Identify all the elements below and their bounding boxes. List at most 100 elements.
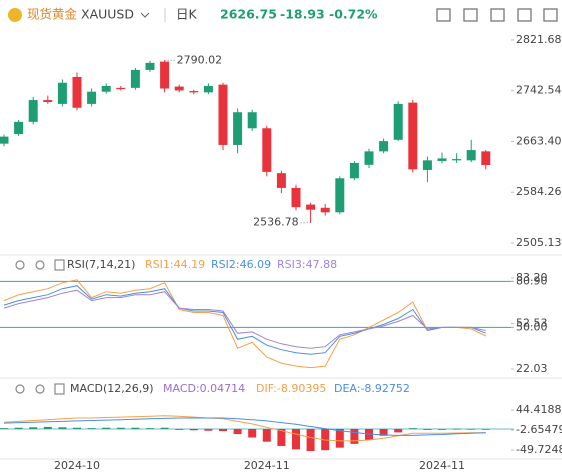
- tool-icon[interactable]: [543, 8, 558, 22]
- gear-icon[interactable]: [35, 384, 45, 394]
- candle-body: [422, 160, 432, 170]
- low-label: 2536.78: [253, 216, 299, 229]
- line: [3, 417, 486, 436]
- histogram-bar: [306, 429, 315, 452]
- candle-body: [379, 141, 389, 152]
- histogram-bar: [14, 427, 23, 429]
- tool-icon[interactable]: [517, 8, 532, 22]
- histogram-bar: [335, 429, 344, 448]
- name[interactable]: 现货黄金: [27, 7, 78, 22]
- histogram-bar: [248, 429, 257, 438]
- candle-body: [437, 158, 447, 161]
- histogram-bar: [467, 428, 476, 430]
- candle-body: [262, 128, 272, 172]
- dropdown[interactable]: [140, 12, 150, 18]
- symbol[interactable]: XAUUSD: [81, 7, 134, 22]
- candle-body: [233, 112, 243, 145]
- y-tick-label: 50.00: [516, 320, 548, 333]
- candle-body: [130, 69, 140, 88]
- histogram-bar: [219, 429, 227, 432]
- y-tick-label: 2821.68: [516, 33, 562, 46]
- candle-body: [452, 159, 462, 161]
- line: [3, 279, 487, 369]
- gear-icon[interactable]: [35, 260, 45, 270]
- histogram-bar: [131, 427, 140, 429]
- candle-body: [291, 187, 301, 208]
- histogram-bar: [481, 428, 490, 430]
- tool-icon[interactable]: [490, 8, 505, 22]
- x-tick-label: 2024-11: [419, 459, 465, 472]
- legend-entry: MACD:0.04714: [163, 382, 245, 395]
- y-tick-label: 2584.26: [516, 185, 562, 198]
- candle-body: [160, 61, 170, 89]
- candle-body: [43, 100, 53, 102]
- tool-icon[interactable]: [463, 8, 478, 22]
- line: [3, 285, 486, 355]
- candle-body: [349, 162, 359, 179]
- change-pct: -0.72%: [329, 7, 378, 22]
- y-tick-label: -2.65479: [516, 423, 562, 436]
- period[interactable]: 日K: [176, 7, 198, 22]
- candle-body: [72, 76, 82, 108]
- y-tick-label: 80.90: [516, 274, 548, 287]
- histogram-bar: [43, 426, 52, 429]
- legend-entry: RSI3:47.88: [277, 258, 337, 271]
- legend-entry: DEA:-8.92752: [334, 382, 410, 395]
- rsi-title: RSI(7,14,21): [67, 258, 135, 271]
- histogram-bar: [350, 429, 359, 444]
- legend-entry: RSI1:44.19: [145, 258, 205, 271]
- candle-body: [320, 207, 330, 213]
- candle-body: [466, 150, 476, 161]
- candle-body: [481, 151, 491, 165]
- toggle-icon[interactable]: [54, 383, 65, 395]
- histogram-bar: [204, 429, 213, 431]
- candle-body: [14, 121, 24, 135]
- tool-icon[interactable]: [436, 8, 451, 22]
- legend-entry: DIF:-8.90395: [256, 382, 326, 395]
- x-tick-label: 2024-11: [244, 459, 290, 472]
- histogram-bar: [58, 427, 67, 429]
- candle-body: [393, 103, 403, 140]
- histogram-bar: [102, 427, 111, 429]
- histogram-bar: [408, 428, 417, 429]
- histogram-bar: [146, 428, 154, 429]
- histogram-bar: [189, 429, 198, 431]
- histogram-bar: [116, 427, 125, 429]
- line: [3, 289, 486, 349]
- y-tick-label: -49.72485: [516, 443, 562, 456]
- histogram-bar: [292, 429, 300, 450]
- candle-body: [247, 112, 257, 129]
- y-tick-label: 83.20: [516, 271, 548, 284]
- price: 2626.75: [220, 7, 277, 22]
- change: -18.93: [280, 7, 325, 22]
- candle-body: [0, 136, 9, 144]
- candle-body: [116, 87, 126, 90]
- eye-icon[interactable]: [15, 384, 25, 394]
- candle-body: [276, 173, 286, 188]
- histogram-bar: [87, 428, 96, 429]
- candle-body: [87, 91, 97, 104]
- candle-body: [28, 100, 38, 122]
- candle-body: [57, 82, 67, 104]
- line: [3, 415, 486, 442]
- candle-body: [335, 178, 345, 213]
- histogram-bar: [277, 429, 286, 446]
- toggle-icon[interactable]: [54, 259, 65, 271]
- candle-body: [145, 62, 155, 70]
- histogram-bar: [29, 427, 38, 429]
- eye-icon[interactable]: [15, 260, 25, 270]
- candle-body: [174, 86, 184, 91]
- candle-body: [203, 85, 213, 93]
- histogram-bar: [394, 429, 403, 433]
- x-tick-label: 2024-10: [54, 459, 100, 472]
- histogram-bar: [175, 429, 184, 430]
- histogram-bar: [452, 428, 461, 430]
- histogram-bar: [379, 429, 388, 436]
- macd-title: MACD(12,26,9): [70, 382, 154, 395]
- legend-entry: RSI2:46.09: [211, 258, 271, 271]
- candle-body: [364, 151, 374, 165]
- y-tick-label: 52.53: [516, 317, 548, 330]
- candle-body: [306, 204, 316, 210]
- histogram-bar: [438, 429, 446, 430]
